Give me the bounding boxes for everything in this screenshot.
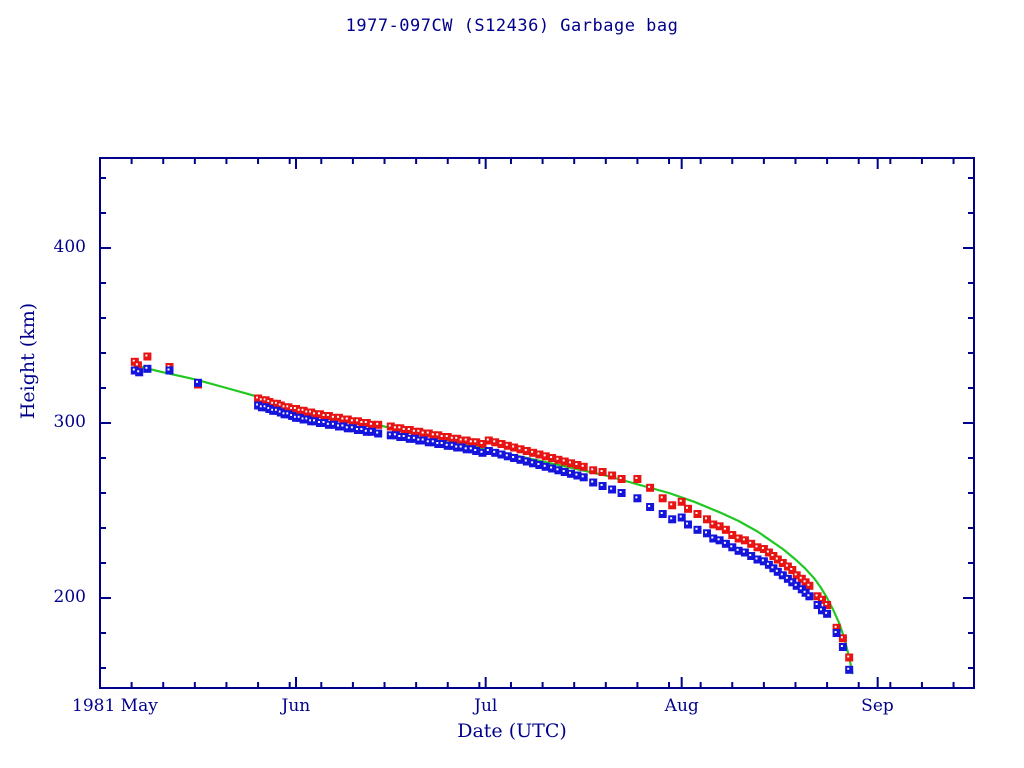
x-tick-label: Sep — [861, 696, 894, 716]
x-axis-label: Date (UTC) — [457, 720, 567, 742]
decay-fit-line — [140, 365, 854, 675]
x-tick-label: Aug — [664, 696, 699, 716]
y-tick-label: 400 — [53, 237, 86, 257]
x-tick-label: Jul — [474, 696, 498, 716]
x-tick-label: 1981 May — [72, 696, 158, 716]
y-tick-label: 200 — [53, 587, 86, 607]
axis-ticks — [99, 158, 974, 688]
apogee-series-markers — [130, 352, 854, 662]
x-tick-label: Jun — [281, 696, 311, 716]
chart-title: 1977-097CW (S12436) Garbage bag — [345, 16, 679, 36]
plot-frame — [99, 157, 975, 689]
y-tick-label: 300 — [53, 412, 86, 432]
perigee-series-markers — [130, 364, 854, 674]
